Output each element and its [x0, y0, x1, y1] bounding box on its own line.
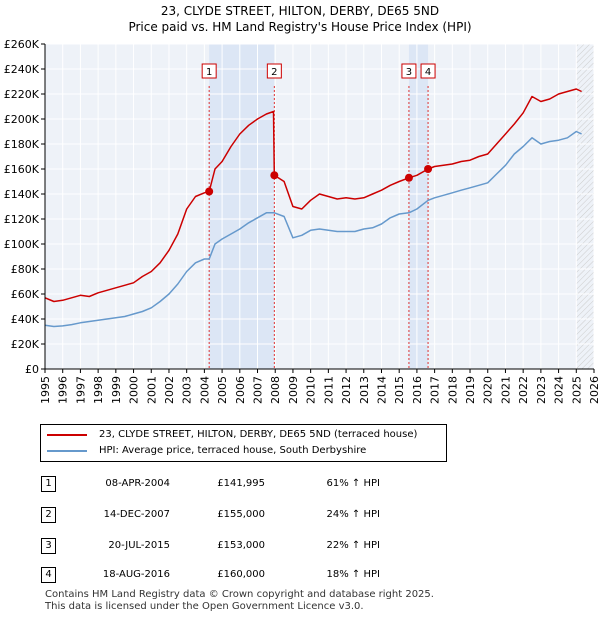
y-tick-label: £40K	[11, 313, 40, 326]
property-price-line	[44, 88, 582, 303]
sale-label-box	[420, 63, 436, 79]
legend: 23, CLYDE STREET, HILTON, DERBY, DE65 5N…	[40, 424, 447, 462]
y-tick-label: £220K	[4, 88, 40, 101]
x-tick-label: 2015	[393, 376, 406, 404]
sale-hpi-diff: 18% ↑ HPI	[326, 569, 380, 580]
x-tick-label: 2022	[517, 376, 530, 404]
sale-date: 20-JUL-2015	[108, 540, 170, 551]
sale-point	[424, 165, 433, 173]
y-tick-label: £180K	[4, 138, 40, 151]
y-tick-label: £140K	[4, 188, 40, 201]
x-tick-label: 2005	[216, 376, 229, 404]
sale-number-badge: 2	[41, 507, 56, 523]
plot-background	[45, 44, 594, 369]
forecast-hatch	[576, 44, 594, 369]
sale-period-shade	[209, 44, 275, 369]
y-tick-label: £120K	[4, 213, 40, 226]
x-tick-label: 2000	[128, 376, 141, 404]
table-row: 3 20-JUL-2015 £153,000 22% ↑ HPI	[0, 538, 600, 556]
x-tick-label: 2007	[252, 376, 265, 404]
legend-swatch-property	[47, 434, 87, 436]
x-tick-label: 1995	[39, 376, 52, 404]
x-tick-label: 2021	[499, 376, 512, 404]
y-tick-label: £100K	[4, 238, 40, 251]
sale-price: £160,000	[217, 569, 265, 580]
sale-date: 14-DEC-2007	[103, 509, 170, 520]
x-tick-label: 2006	[234, 376, 247, 404]
price-chart: 1 2 3 4 £0 £20K £40K £60K £80K £100K £120K £140K £1…	[4, 38, 600, 404]
x-tick-label: 2019	[464, 376, 477, 404]
sale-hpi-diff: 22% ↑ HPI	[326, 540, 380, 551]
x-tick-label: 2024	[553, 376, 566, 404]
table-row: 4 18-AUG-2016 £160,000 18% ↑ HPI	[0, 567, 600, 585]
table-row: 2 14-DEC-2007 £155,000 24% ↑ HPI	[0, 507, 600, 525]
x-tick-label: 2001	[145, 376, 158, 404]
sale-price: £155,000	[217, 509, 265, 520]
y-tick-label: £20K	[11, 338, 40, 351]
x-tick-label: 2004	[198, 376, 211, 404]
sale-number-badge: 4	[41, 567, 56, 583]
x-tick-label: 2016	[411, 376, 424, 404]
x-tick-label: 2020	[482, 376, 495, 404]
x-tick-label: 2013	[358, 376, 371, 404]
x-tick-label: 2002	[163, 376, 176, 404]
sale-point	[205, 187, 214, 196]
x-tick-label: 1997	[74, 376, 87, 404]
x-tick-label: 2011	[322, 376, 335, 404]
x-tick-label: 2010	[305, 376, 318, 404]
legend-label-property: 23, CLYDE STREET, HILTON, DERBY, DE65 5N…	[99, 429, 418, 440]
sale-label-text: 2	[271, 67, 277, 78]
y-tick-label: £0	[25, 363, 39, 376]
sale-label-text: 3	[406, 67, 412, 78]
hpi-line	[44, 130, 582, 328]
y-tick-label: £260K	[4, 38, 40, 51]
x-tick-label: 1996	[57, 376, 70, 404]
y-tick-label: £240K	[4, 63, 40, 76]
x-tick-label: 2018	[446, 376, 459, 404]
footer-copyright: Contains HM Land Registry data © Crown c…	[45, 589, 434, 600]
x-tick-label: 1999	[110, 376, 123, 404]
sale-label-box	[266, 63, 282, 79]
chart-title: 23, CLYDE STREET, HILTON, DERBY, DE65 5N…	[160, 4, 440, 18]
sale-label-text: 4	[425, 67, 431, 78]
table-row: 1 08-APR-2004 £141,995 61% ↑ HPI	[0, 476, 600, 494]
sale-point	[270, 171, 279, 180]
sale-hpi-diff: 24% ↑ HPI	[326, 509, 380, 520]
y-tick-label: £80K	[11, 263, 40, 276]
sale-point	[404, 173, 413, 182]
x-tick-label: 2012	[340, 376, 353, 404]
sale-label-text: 1	[206, 67, 212, 78]
legend-swatch-hpi	[47, 450, 87, 452]
sale-period-shade	[408, 44, 429, 369]
sale-price: £141,995	[217, 478, 265, 489]
x-tick-label: 2009	[287, 376, 300, 404]
x-tick-label: 2023	[535, 376, 548, 404]
x-tick-label: 2008	[269, 376, 282, 404]
legend-label-hpi: HPI: Average price, terraced house, Sout…	[99, 445, 367, 456]
x-tick-label: 1998	[92, 376, 105, 404]
x-tick-label: 2025	[570, 376, 583, 404]
chart-subtitle: Price paid vs. HM Land Registry's House …	[128, 20, 472, 34]
sale-date: 08-APR-2004	[105, 478, 170, 489]
sale-price: £153,000	[217, 540, 265, 551]
x-tick-label: 2014	[375, 376, 388, 404]
sale-hpi-diff: 61% ↑ HPI	[326, 478, 380, 489]
sale-label-box	[201, 63, 217, 79]
x-tick-label: 2017	[429, 376, 442, 404]
footer-license: This data is licensed under the Open Gov…	[45, 601, 364, 612]
x-tick-label: 2003	[181, 376, 194, 404]
sale-date: 18-AUG-2016	[102, 569, 170, 580]
y-tick-label: £160K	[4, 163, 40, 176]
sale-number-badge: 1	[41, 476, 56, 492]
sale-label-box	[401, 63, 417, 79]
x-tick-label: 2026	[588, 376, 600, 404]
y-tick-label: £60K	[11, 288, 40, 301]
y-tick-label: £200K	[4, 113, 40, 126]
sale-number-badge: 3	[41, 538, 56, 554]
